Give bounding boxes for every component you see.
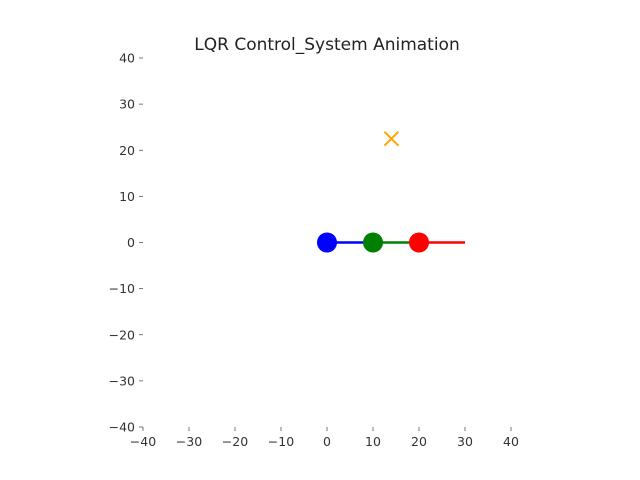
- x-tick-label: 0: [323, 434, 331, 449]
- y-tick-label: 20: [119, 143, 135, 158]
- x-axis-ticks: −40 −30 −20 −10 0 10 20 30 40: [130, 427, 519, 449]
- agent-marker: [409, 232, 429, 253]
- x-tick-label: 20: [411, 434, 427, 449]
- x-tick-label: 10: [365, 434, 381, 449]
- agent-markers: [317, 232, 429, 253]
- chart-title: LQR Control_System Animation: [194, 35, 459, 55]
- x-tick-label: −30: [176, 434, 202, 449]
- y-tick-label: −10: [109, 281, 135, 296]
- agent-marker: [317, 232, 337, 253]
- y-tick-label: 0: [127, 235, 135, 250]
- y-tick-label: −20: [109, 327, 135, 342]
- y-axis-ticks: −40 −30 −20 −10 0 10 20 30 40: [109, 51, 143, 435]
- x-tick-label: −40: [130, 434, 156, 449]
- agent-marker: [363, 232, 383, 253]
- y-tick-label: 30: [119, 97, 135, 112]
- y-tick-label: 10: [119, 189, 135, 204]
- target-x-stroke: [383, 131, 400, 147]
- x-tick-label: 30: [457, 434, 473, 449]
- y-tick-label: 40: [119, 51, 135, 66]
- y-tick-label: −40: [109, 420, 135, 435]
- x-tick-label: −20: [222, 434, 248, 449]
- x-tick-label: 40: [503, 434, 519, 449]
- y-tick-label: −30: [109, 373, 135, 388]
- target-marker: [383, 131, 400, 147]
- x-tick-label: −10: [268, 434, 294, 449]
